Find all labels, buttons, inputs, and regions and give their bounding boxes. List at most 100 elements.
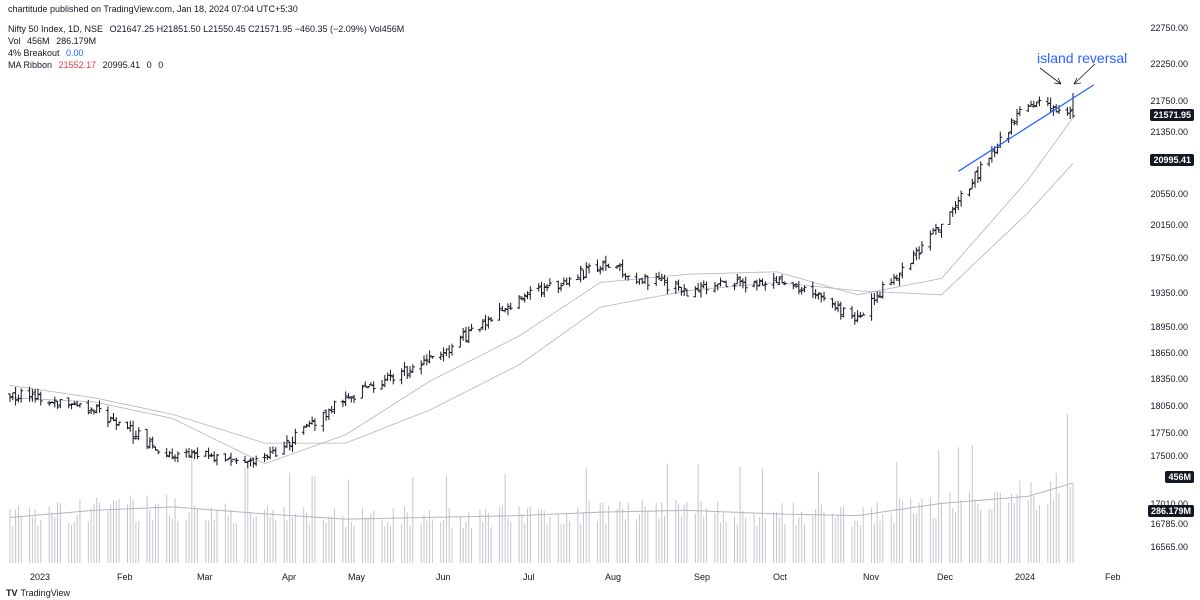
ohlc-bar [740,278,745,289]
ohlc-bar [967,188,972,197]
ohlc-bar [738,275,743,286]
ohlc-bar [38,391,43,406]
ohlc-bar [581,269,586,281]
x-tick-label: 2023 [30,572,51,582]
breakout-value: 0.00 [66,48,84,58]
ohlc-bar [978,161,983,182]
ohlc-bar [578,265,583,283]
ohlc-bar [86,399,91,415]
ohlc-bar [324,409,329,421]
ohlc-bar [542,283,547,298]
ohlc-bar [869,293,874,321]
ohlc-bar [1031,100,1036,108]
ohlc-bar [405,365,410,380]
ohlc-bar [539,281,544,297]
ohlc-bar [959,190,964,207]
ohlc-bar [914,247,919,261]
ohlc-bar [696,282,701,292]
ohlc-bar [595,259,600,273]
ohlc-bar [822,291,827,301]
ohlc-readout: O21647.25 H21851.50 L21550.45 C21571.95 … [109,24,405,34]
ohlc-bar [301,425,306,435]
ohlc-bar [956,196,961,211]
y-tick-label: 17500.00 [1150,451,1188,461]
ohlc-bar [718,277,723,287]
x-tick-label: 2024 [1015,572,1036,582]
ohlc-bar [47,400,52,406]
ohlc-bar [184,448,189,458]
ohlc-bar [791,282,796,290]
ohlc-bar [517,295,522,310]
symbol-name[interactable]: Nifty 50 Index, 1D, NSE [8,24,104,34]
ohlc-bar [953,201,958,214]
ohlc-bar [410,364,415,373]
ohlc-bar [752,280,757,288]
x-tick-label: Sep [694,572,711,582]
ohlc-bar [268,446,273,460]
ohlc-bar [226,458,231,461]
ohlc-bar [760,278,765,286]
ohlc-bar [643,273,648,284]
ma-ribbon-legend[interactable]: MA Ribbon 21552.17 20995.41 0 0 [8,60,167,71]
y-tick-label: 22750.00 [1150,23,1188,33]
ohlc-bar [251,457,256,468]
ohlc-bar [587,263,592,274]
ohlc-bar [346,393,351,399]
ohlc-bar [575,274,580,281]
ohlc-bar [486,316,491,329]
ohlc-bar [284,435,289,449]
volume-ma-value: 286.179M [56,36,97,46]
ohlc-bar [645,275,650,290]
ohlc-bar [654,272,659,287]
ohlc-bar [326,408,331,420]
ohlc-bar [917,246,922,260]
ohlc-bar [508,302,513,311]
ohlc-bar [656,271,661,280]
ohlc-bar [637,278,642,285]
ohlc-bar [480,319,485,330]
ohlc-bar [366,386,371,389]
ohlc-bar [603,255,608,271]
ohlc-bar [254,455,259,467]
breakout-label: 4% Breakout [8,48,60,58]
breakout-legend[interactable]: 4% Breakout 0.00 [8,48,88,59]
volume-tag: 456M [1165,471,1194,483]
ohlc-bar [559,282,564,292]
ohlc-bar [679,287,684,296]
ohlc-bar [343,391,348,407]
ohlc-bar [522,293,527,303]
ohlc-bar [153,446,158,451]
ohlc-bar [584,262,589,279]
ohlc-bar [469,323,474,332]
ohlc-bar [1068,106,1073,119]
ohlc-bar [371,381,376,393]
ohlc-bar [987,157,992,167]
ohlc-bar [340,399,345,408]
ohlc-bar [841,307,846,318]
ohlc-bar [850,306,855,319]
ohlc-bar [111,412,116,422]
ohlc-bar [757,278,762,287]
ohlc-bar [8,393,12,402]
y-tick-label: 21750.00 [1150,96,1188,106]
ohlc-bar [72,401,77,406]
ohlc-bar [875,291,880,303]
ohlc-bar [30,388,35,402]
ohlc-bar [175,451,180,463]
ohlc-bar [461,327,466,341]
ohlc-bar [897,272,902,286]
ohlc-bar [1029,100,1034,107]
ohlc-bar [519,296,524,301]
ohlc-bar [466,326,471,343]
ohlc-bar [77,403,82,408]
ohlc-bar [117,421,122,427]
ohlc-bar [673,280,678,294]
volume-legend[interactable]: Vol 456M 286.179M [8,36,100,47]
ohlc-bar [606,263,611,269]
ohlc-bar [368,382,373,386]
ohlc-bar [329,405,334,414]
ohlc-bar [676,279,681,291]
ohlc-bar [10,392,15,401]
ohlc-bar [304,423,309,428]
